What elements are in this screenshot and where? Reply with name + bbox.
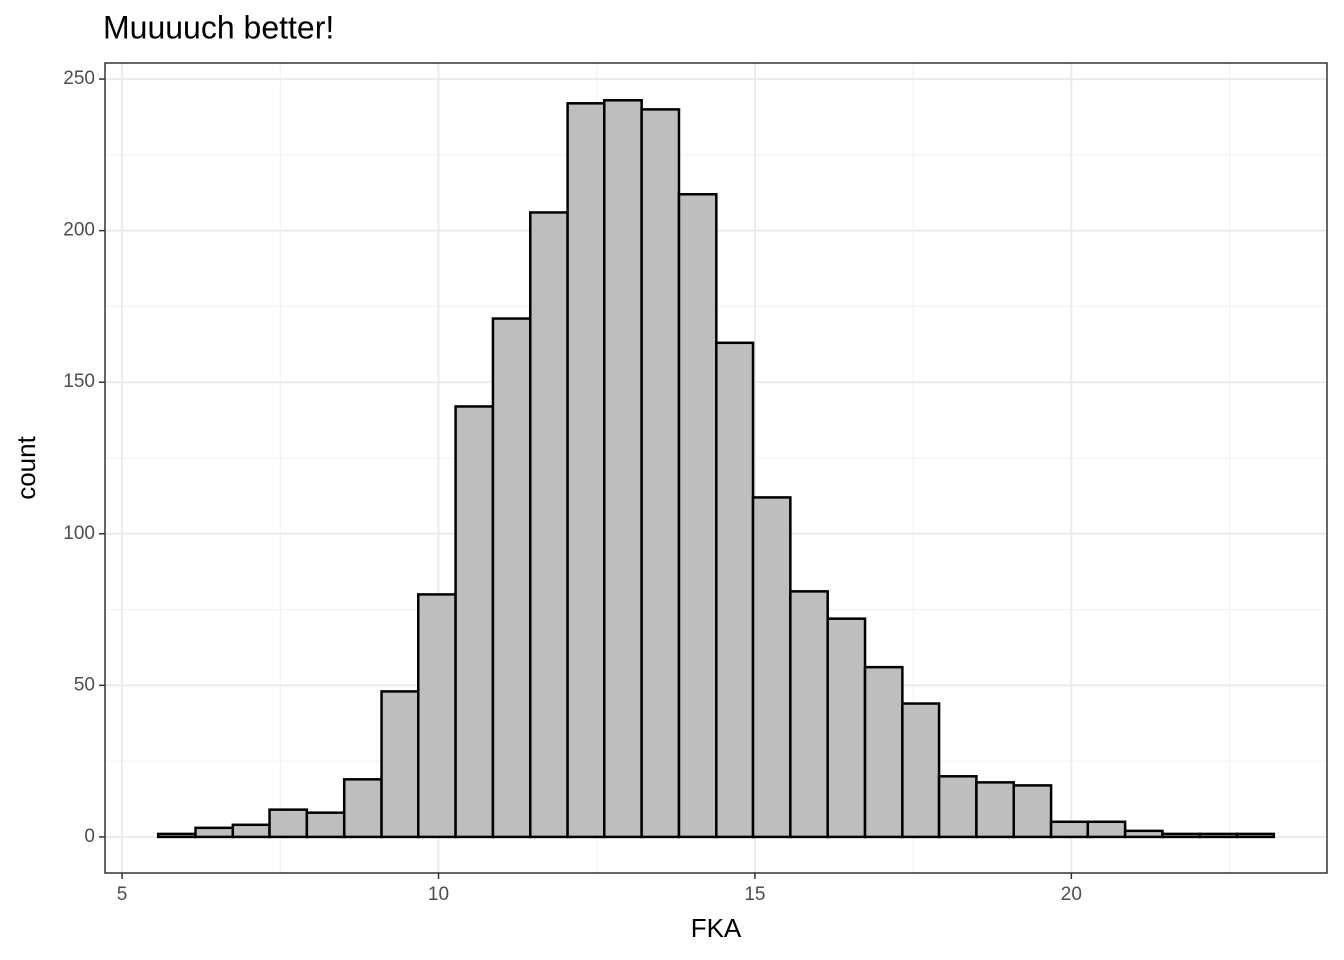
bar <box>751 496 792 839</box>
y-tick-label: 50 <box>74 674 95 695</box>
bar <box>529 211 569 839</box>
bar <box>380 690 420 839</box>
y-tick-label: 150 <box>63 371 95 392</box>
bar <box>1198 832 1239 839</box>
bar <box>1086 820 1127 839</box>
y-tick-label: 250 <box>63 68 95 89</box>
bar <box>454 405 495 839</box>
bar <box>640 108 681 839</box>
bar <box>826 617 867 839</box>
bar <box>417 593 457 839</box>
bar <box>715 341 755 839</box>
bar <box>342 778 383 839</box>
chart-title: Muuuuch better! <box>103 9 334 45</box>
bar <box>156 832 197 839</box>
bar <box>1012 784 1053 839</box>
bar <box>305 811 346 839</box>
x-tick-label: 15 <box>744 884 765 905</box>
x-axis-title: FKA <box>691 913 742 943</box>
x-tick-label: 10 <box>428 884 449 905</box>
y-tick-label: 0 <box>84 826 95 847</box>
bar <box>491 317 532 839</box>
x-tick-label: 20 <box>1061 884 1082 905</box>
bar <box>901 702 941 839</box>
y-tick-label: 100 <box>63 523 95 544</box>
bar <box>1049 820 1090 839</box>
bar <box>975 781 1015 839</box>
bar <box>1235 832 1276 839</box>
bar <box>677 193 718 839</box>
panel-border <box>104 62 1328 874</box>
y-tick-label: 200 <box>63 220 95 241</box>
bar <box>566 102 606 839</box>
bar <box>231 823 271 839</box>
bar <box>268 808 309 839</box>
bar <box>603 99 643 839</box>
bar <box>1123 829 1164 839</box>
x-tick-label: 5 <box>117 884 128 905</box>
bar <box>937 775 978 839</box>
bar <box>1161 832 1202 839</box>
bar <box>194 826 235 839</box>
bar <box>789 590 829 839</box>
bar <box>863 665 904 839</box>
y-axis-title: count <box>11 435 41 499</box>
